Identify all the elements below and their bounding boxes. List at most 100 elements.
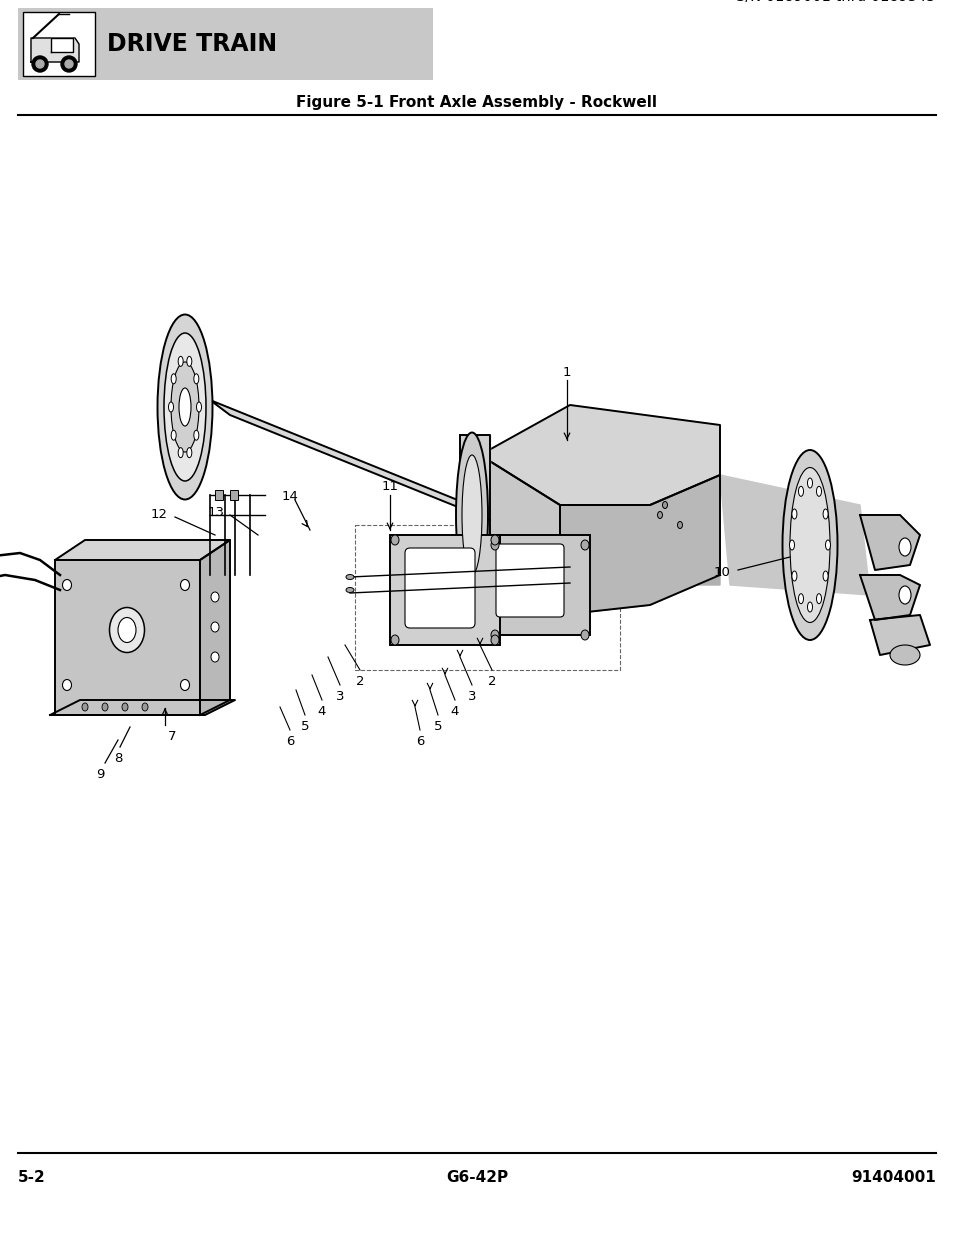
Text: G6-42P: G6-42P [445,1170,508,1184]
Ellipse shape [180,579,190,590]
Ellipse shape [171,362,199,452]
Ellipse shape [346,574,354,579]
Ellipse shape [110,608,144,652]
FancyBboxPatch shape [496,543,563,618]
Ellipse shape [171,374,176,384]
Text: DRIVE TRAIN: DRIVE TRAIN [107,32,276,56]
Text: S/N 0189001 thru 0189345: S/N 0189001 thru 0189345 [736,0,935,4]
Ellipse shape [178,357,183,367]
Polygon shape [859,576,919,620]
Text: 11: 11 [381,480,398,494]
Bar [230,490,237,500]
Polygon shape [479,405,720,505]
Ellipse shape [171,430,176,440]
Polygon shape [200,540,230,715]
Polygon shape [869,615,929,655]
Ellipse shape [789,540,794,550]
Ellipse shape [822,509,827,519]
Ellipse shape [816,594,821,604]
Text: 8: 8 [113,752,122,764]
Ellipse shape [102,703,108,711]
Bar [390,535,499,645]
Ellipse shape [657,511,661,519]
Ellipse shape [346,588,354,593]
Text: 5-2: 5-2 [18,1170,46,1184]
Text: 12: 12 [151,509,168,521]
Text: 6: 6 [416,735,424,748]
FancyBboxPatch shape [405,548,475,629]
Polygon shape [479,576,720,615]
Ellipse shape [142,703,148,711]
Ellipse shape [196,403,201,412]
Bar [18,7,433,80]
Text: 1: 1 [562,367,571,379]
Bar [214,490,223,500]
Ellipse shape [193,374,198,384]
Circle shape [36,61,44,68]
Ellipse shape [806,478,812,488]
Polygon shape [51,38,73,52]
Polygon shape [55,540,230,559]
Ellipse shape [187,357,192,367]
Ellipse shape [391,535,398,545]
Polygon shape [50,700,234,715]
Ellipse shape [211,592,219,601]
Ellipse shape [580,630,588,640]
Polygon shape [720,475,869,595]
Text: 14: 14 [281,490,298,504]
Ellipse shape [193,430,198,440]
Ellipse shape [889,645,919,664]
Bar [23,12,95,77]
Polygon shape [859,515,919,571]
Ellipse shape [822,571,827,580]
Ellipse shape [456,432,488,598]
Text: 3: 3 [335,690,344,703]
Text: 2: 2 [355,676,364,688]
Ellipse shape [157,315,213,499]
Text: 91404001: 91404001 [850,1170,935,1184]
Ellipse shape [806,601,812,613]
Text: 13: 13 [208,505,225,519]
Ellipse shape [677,521,681,529]
Ellipse shape [798,594,802,604]
Ellipse shape [180,679,190,690]
Ellipse shape [580,540,588,550]
Ellipse shape [178,447,183,458]
Ellipse shape [791,509,796,519]
Circle shape [65,61,73,68]
Polygon shape [459,435,490,595]
Text: 3: 3 [467,690,476,703]
Text: 5: 5 [434,720,442,734]
Ellipse shape [122,703,128,711]
Ellipse shape [211,622,219,632]
Ellipse shape [211,652,219,662]
Ellipse shape [491,630,498,640]
Ellipse shape [461,454,481,576]
Ellipse shape [798,487,802,496]
Ellipse shape [791,571,796,580]
Ellipse shape [898,538,910,556]
Ellipse shape [781,450,837,640]
Ellipse shape [391,635,398,645]
Ellipse shape [824,540,830,550]
Bar [55,559,200,715]
Ellipse shape [82,703,88,711]
Ellipse shape [789,468,829,622]
Polygon shape [30,38,79,62]
Ellipse shape [187,447,192,458]
Text: 6: 6 [286,735,294,748]
Text: 2: 2 [487,676,496,688]
Text: 4: 4 [317,705,326,718]
Bar [490,535,589,635]
Circle shape [61,56,77,72]
Ellipse shape [164,333,206,480]
Ellipse shape [491,635,498,645]
Polygon shape [210,400,490,520]
Polygon shape [559,475,720,615]
Ellipse shape [661,501,667,509]
Text: 10: 10 [713,567,729,579]
Ellipse shape [898,585,910,604]
Text: 9: 9 [95,768,104,781]
Text: 7: 7 [168,730,176,743]
Ellipse shape [491,540,498,550]
